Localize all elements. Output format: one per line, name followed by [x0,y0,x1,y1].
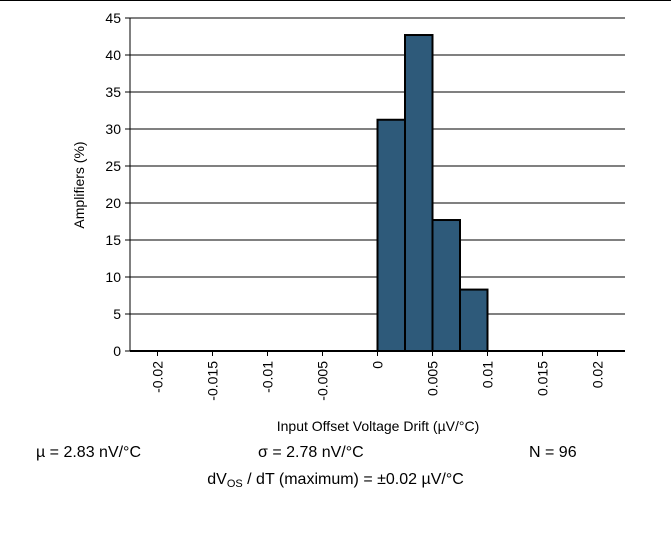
histogram-bar [404,34,434,353]
x-tick-label: 0 [370,361,386,369]
x-tick-labels: -0.02 -0.015 -0.01 -0.005 0 0.005 0.01 0.015 0.0… [150,361,606,401]
sample-count-stat: N = 96 [529,444,577,461]
y-axis-label: Amplifiers (%) [71,141,87,228]
x-axis-label: Input Offset Voltage Drift (µV/°C) [277,418,480,434]
y-tick-label: 15 [105,232,121,248]
x-tick-label: -0.02 [150,361,166,393]
histogram-chart: 0 5 10 15 20 25 30 35 40 45 -0.02 -0.015 -0.01 -0.00… [71,10,625,434]
y-tick-label: 40 [105,47,121,63]
histogram-bar [376,118,406,352]
x-tick-label: 0.005 [425,361,441,396]
y-tick-label: 25 [105,158,121,174]
x-tick-label: 0.02 [590,361,606,388]
x-tick-label: -0.015 [205,361,221,401]
axes [125,17,625,356]
histogram-bars [376,34,489,353]
y-tick-label: 35 [105,84,121,100]
x-tick-label: 0.015 [535,361,551,396]
std-dev-stat: σ = 2.78 nV/°C [258,444,364,461]
y-tick-label: 30 [105,121,121,137]
histogram-bar [431,219,461,352]
x-tick-label: 0.01 [480,361,496,388]
x-tick-label: -0.005 [315,361,331,401]
histogram-bar [459,288,489,352]
max-drift-spec: dVOS / dT (maximum) = ±0.02 µV/°C [0,471,671,490]
drift-prefix: dV [207,471,227,488]
y-tick-label: 45 [105,10,121,26]
drift-suffix: / dT (maximum) = ±0.02 µV/°C [242,471,464,488]
y-tick-label: 20 [105,195,121,211]
top-rule [0,0,671,1]
x-tick-label: -0.01 [260,361,276,393]
mean-stat: µ = 2.83 nV/°C [36,444,142,461]
drift-subscript: OS [226,478,243,490]
y-tick-label: 10 [105,269,121,285]
y-tick-label: 5 [113,306,121,322]
y-tick-label: 0 [113,343,121,359]
y-tick-labels: 0 5 10 15 20 25 30 35 40 45 [105,10,121,359]
grid-lines [130,17,625,315]
